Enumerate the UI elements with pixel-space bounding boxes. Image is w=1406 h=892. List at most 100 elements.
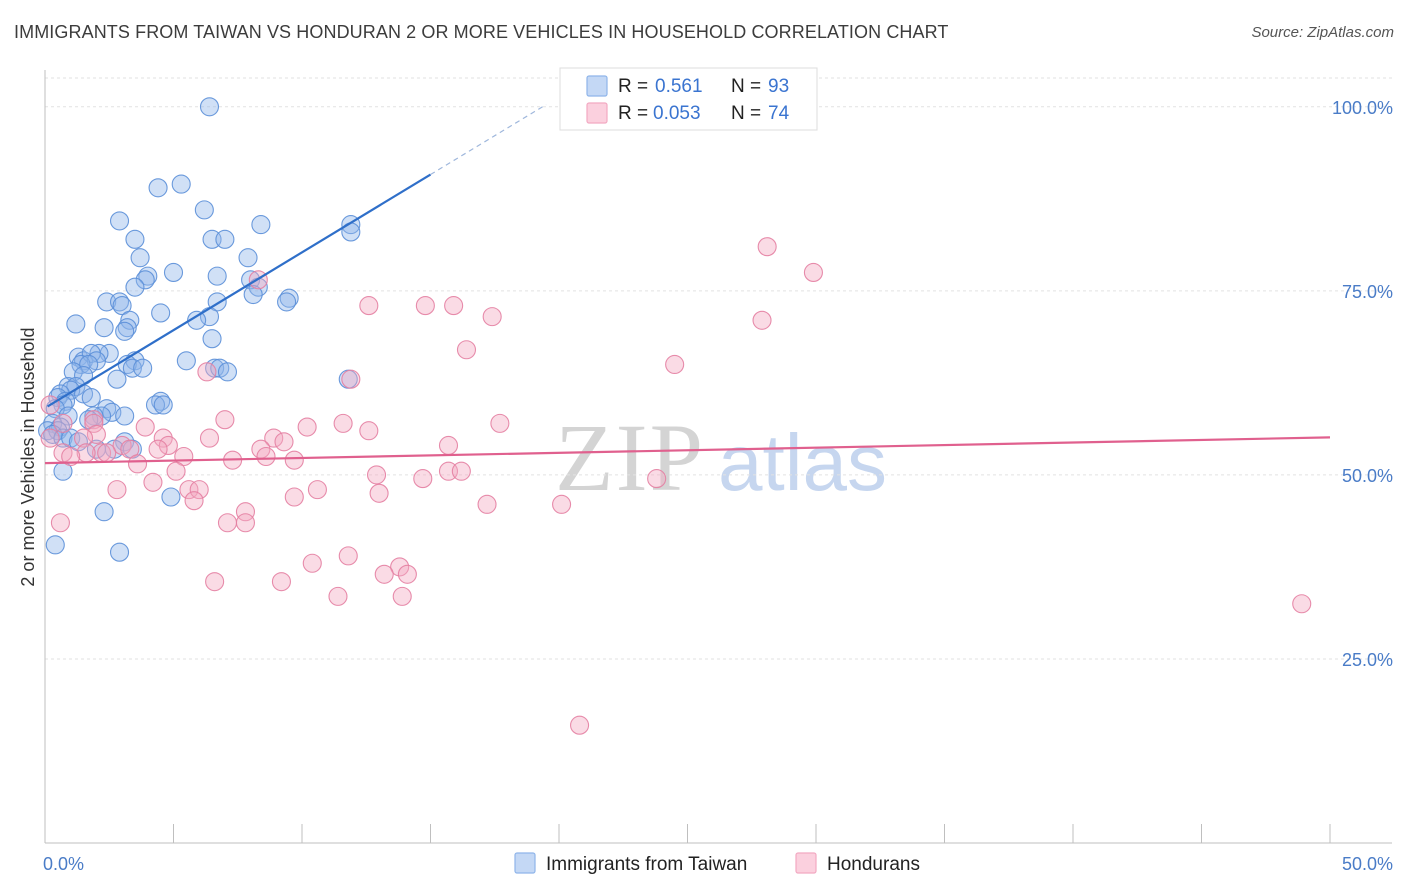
point-0-47 [122, 358, 142, 378]
point-0-92 [109, 542, 130, 562]
series-legend-label-taiwan: Immigrants from Taiwan [546, 854, 747, 875]
gridlines [45, 77, 1392, 660]
legend-n-label-taiwan: N = [731, 76, 761, 97]
point-1-36 [97, 443, 117, 463]
point-0-27 [151, 303, 171, 323]
x-tick-label-min: 0.0% [43, 854, 84, 874]
point-0-65 [145, 395, 166, 415]
point-1-39 [61, 446, 81, 467]
point-1-27 [199, 428, 220, 448]
point-1-44 [127, 454, 148, 474]
point-1-58 [184, 491, 204, 511]
point-1-53 [179, 480, 199, 500]
legend-swatch-hondurans [586, 102, 608, 124]
point-1-17 [297, 417, 317, 437]
legend-r-label-taiwan: R = [618, 76, 648, 97]
point-1-22 [86, 424, 106, 444]
chart-title: IMMIGRANTS FROM TAIWAN VS HONDURAN 2 OR … [14, 22, 949, 42]
legend-swatch-taiwan [586, 75, 608, 97]
legend-r-label-hondurans: R = [618, 103, 648, 124]
legend-n-value-hondurans: 74 [768, 103, 790, 124]
legend-r-value-taiwan: 0.561 [655, 76, 703, 97]
legend-n-label-hondurans: N = [731, 103, 761, 124]
point-1-66 [302, 553, 322, 573]
point-1-31 [438, 435, 459, 456]
point-0-86 [86, 439, 106, 459]
point-1-7 [752, 310, 772, 330]
point-1-73 [328, 586, 348, 606]
point-1-0 [757, 237, 777, 257]
point-0-18 [125, 277, 145, 297]
source-credit: Source: ZipAtlas.com [1251, 24, 1394, 41]
point-1-21 [135, 417, 155, 437]
legend-r-value-hondurans: 0.053 [653, 103, 701, 124]
point-0-30 [120, 310, 140, 330]
point-0-17 [241, 270, 261, 290]
point-0-54 [107, 369, 127, 389]
point-1-19 [490, 413, 510, 433]
point-1-50 [647, 469, 667, 489]
point-1-70 [205, 572, 225, 592]
point-1-54 [189, 480, 209, 500]
y-tick-label-100: 100.0% [1332, 98, 1393, 118]
point-0-63 [81, 388, 101, 408]
point-1-64 [50, 513, 70, 533]
point-1-4 [415, 296, 435, 316]
point-0-75 [79, 410, 99, 430]
point-0-22 [277, 292, 297, 312]
point-1-14 [215, 410, 235, 430]
point-0-89 [161, 487, 181, 507]
point-0-20 [243, 284, 263, 305]
point-0-64 [151, 391, 171, 411]
y-axis-title: 2 or more Vehicles in Household [18, 327, 38, 586]
point-0-42 [71, 354, 91, 375]
point-1-65 [338, 546, 358, 566]
point-1-52 [107, 480, 127, 500]
trendline-0 [47, 173, 432, 408]
series-legend-label-hondurans: Hondurans [827, 854, 920, 875]
series-legend-swatch-hondurans [795, 852, 817, 874]
point-0-74 [115, 406, 135, 426]
point-1-23 [40, 428, 60, 448]
point-0-91 [45, 535, 65, 555]
point-1-75 [570, 715, 590, 735]
point-0-8 [125, 229, 145, 249]
point-0-43 [79, 354, 99, 375]
point-1-61 [235, 502, 256, 522]
point-1-56 [369, 483, 389, 503]
point-0-2 [171, 174, 191, 194]
point-0-24 [109, 292, 130, 312]
point-1-28 [274, 432, 294, 452]
point-0-12 [238, 248, 258, 268]
point-0-35 [202, 329, 222, 349]
point-1-60 [552, 494, 572, 514]
point-1-46 [166, 461, 186, 481]
point-0-33 [94, 318, 114, 338]
x-tick-labels: 0.0% 50.0% [43, 854, 1393, 874]
point-1-72 [392, 586, 412, 606]
point-0-32 [117, 318, 137, 338]
point-1-43 [284, 450, 304, 470]
point-1-10 [197, 362, 217, 382]
point-1-67 [390, 557, 410, 577]
y-tick-labels: 25.0% 50.0% 75.0% 100.0% [1332, 98, 1393, 670]
point-1-1 [803, 262, 823, 283]
axes [44, 70, 1392, 844]
point-1-33 [148, 439, 168, 459]
point-1-41 [256, 446, 276, 467]
watermark-atlas: atlas [718, 418, 887, 507]
series-legend: Immigrants from Taiwan Hondurans [514, 852, 920, 875]
point-0-15 [135, 270, 155, 290]
point-0-25 [112, 296, 132, 316]
point-0-48 [133, 358, 153, 378]
point-1-20 [359, 421, 379, 441]
point-0-10 [215, 229, 235, 249]
watermark: ZIP atlas [555, 404, 887, 511]
point-1-6 [482, 307, 502, 327]
point-0-67 [153, 395, 173, 415]
point-1-18 [333, 413, 353, 433]
point-0-21 [279, 288, 299, 308]
point-0-11 [130, 248, 150, 268]
point-1-11 [341, 369, 361, 389]
point-1-9 [665, 354, 685, 375]
